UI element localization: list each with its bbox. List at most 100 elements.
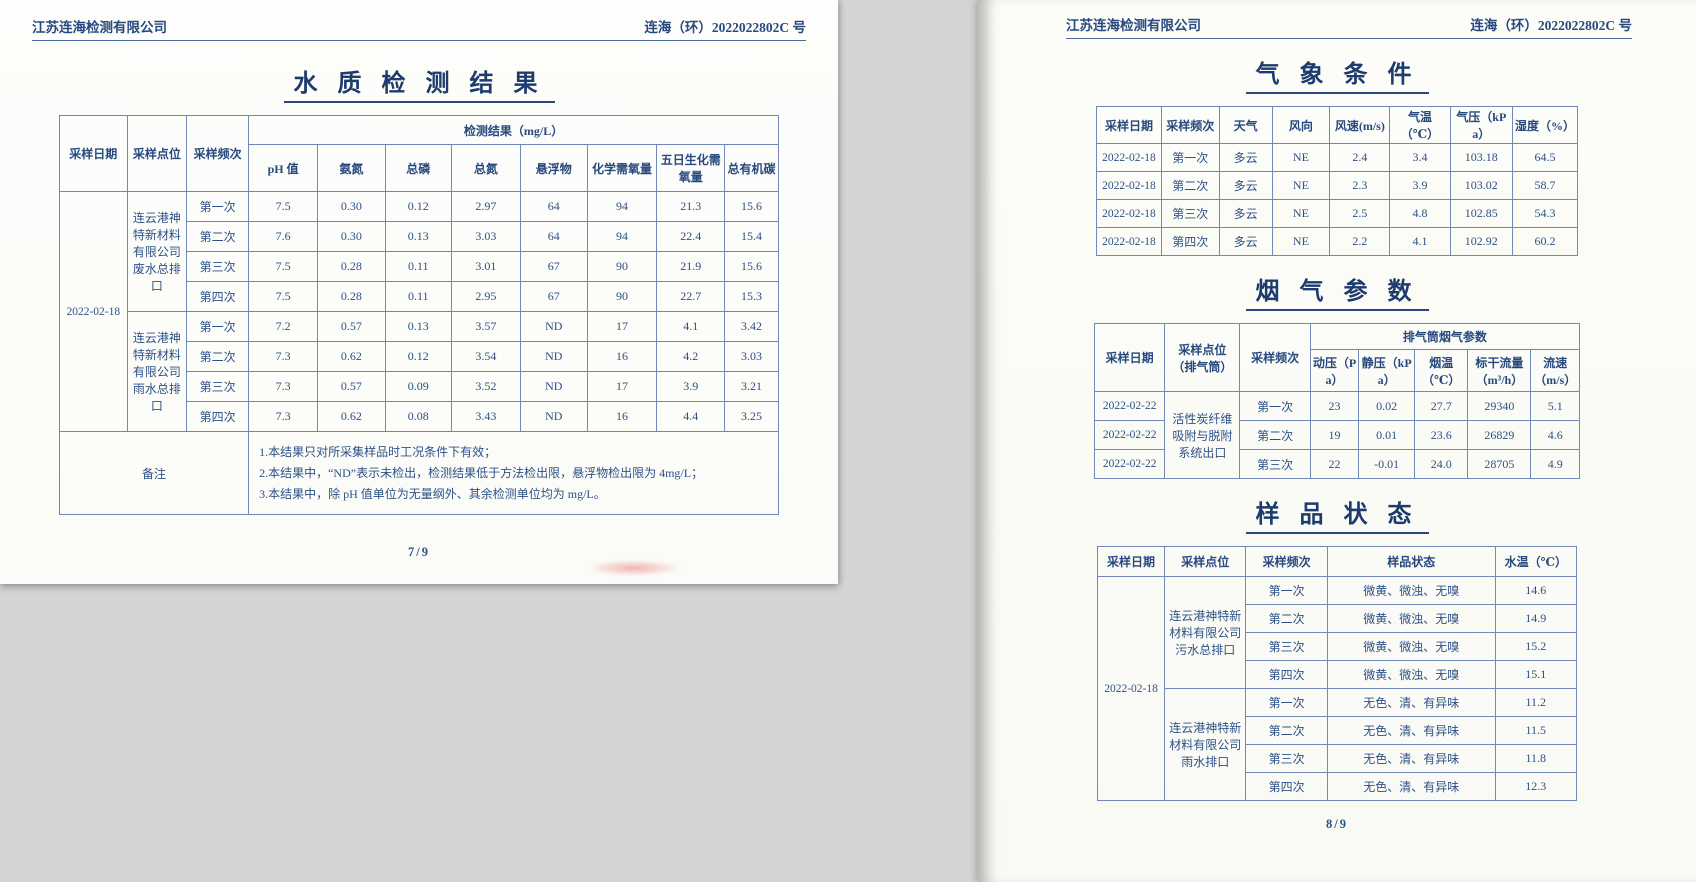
value-cell: 无色、清、有异味: [1326, 688, 1496, 717]
value-cell: 7.2: [248, 311, 319, 342]
header-cell: 采样频次: [1245, 546, 1328, 577]
table-row: 第四次 7.3 0.62 0.08 3.43 ND 16 4.4 3.25: [60, 401, 779, 432]
value-cell: 0.28: [317, 281, 386, 312]
value-cell: 微黄、微浊、无嗅: [1326, 576, 1496, 605]
freq-cell: 第四次: [186, 401, 250, 432]
date-cell: 2022-02-18: [1096, 576, 1166, 801]
table-row: 第四次 无色、清、有异味 12.3: [1098, 772, 1578, 801]
freq-cell: 第二次: [1245, 604, 1328, 633]
value-cell: 0.12: [384, 341, 452, 372]
table-row: 第四次 7.5 0.28 0.11 2.95 67 90 22.7 15.3: [60, 281, 779, 312]
value-cell: 多云: [1218, 171, 1273, 200]
value-cell: 3.42: [724, 311, 779, 342]
freq-cell: 第一次: [1245, 576, 1328, 605]
table-row: 第三次 7.3 0.57 0.09 3.52 ND 17 3.9 3.21: [60, 371, 779, 402]
remark-line: 1.本结果只对所采集样品时工况条件下有效；: [259, 444, 497, 459]
value-cell: ND: [519, 311, 588, 342]
weather-section-title: 气 象 条 件: [1245, 54, 1429, 94]
value-cell: 7.3: [248, 401, 319, 432]
section-title-wrap: 气 象 条 件: [978, 54, 1696, 94]
date-cell: 2022-02-18: [1096, 143, 1162, 172]
table-row: 2022-02-22 活性炭纤维吸附与脱附系统出口 第一次 23 0.02 27…: [1093, 391, 1580, 479]
value-cell: 15.6: [724, 191, 779, 222]
value-cell: 微黄、微浊、无嗅: [1326, 604, 1496, 633]
page-title-wrap: 水 质 检 测 结 果: [0, 63, 838, 103]
value-cell: 3.01: [450, 251, 521, 282]
value-cell: 67: [519, 251, 588, 282]
remark-line: 3.本结果中，除 pH 值单位为无量纲外、其余检测单位均为 mg/L。: [259, 486, 606, 501]
value-cell: 5.1: [1530, 391, 1580, 421]
value-cell: 0.57: [317, 371, 386, 402]
header-cell: 采样频次: [1160, 106, 1220, 144]
value-cell: 0.30: [317, 191, 386, 222]
value-cell: 90: [586, 281, 658, 312]
remark-label-cell: 备注: [58, 431, 250, 515]
page-header: 江苏连海检测有限公司 连海（环）2022022802C 号: [32, 16, 806, 41]
page-title: 水 质 检 测 结 果: [283, 63, 555, 103]
header-cell: 总氮: [450, 144, 521, 192]
header-cell: 天气: [1218, 106, 1273, 144]
site-cell: 连云港神特新材料有限公司雨水排口: [1164, 688, 1247, 801]
value-cell: 17: [586, 371, 658, 402]
freq-cell: 第一次: [1239, 391, 1311, 421]
value-cell: 0.09: [384, 371, 452, 402]
report-page-left: 江苏连海检测有限公司 连海（环）2022022802C 号 水 质 检 测 结 …: [0, 0, 838, 584]
freq-cell: 第四次: [1245, 772, 1328, 801]
value-cell: 94: [586, 221, 658, 252]
company-name: 江苏连海检测有限公司: [1066, 18, 1201, 33]
group-header-cell: 排气筒烟气参数: [1309, 323, 1581, 350]
value-cell: 15.2: [1494, 632, 1578, 661]
value-cell: 102.85: [1449, 199, 1514, 228]
site-cell: 连云港神特新材料有限公司废水总排口: [126, 191, 188, 312]
date-cell: 2022-02-22: [1093, 391, 1166, 421]
value-cell: 60.2: [1512, 227, 1578, 256]
header-cell: 采样频次: [1239, 323, 1311, 392]
value-cell: 16: [586, 401, 658, 432]
page-header: 江苏连海检测有限公司 连海（环）2022022802C 号: [1066, 14, 1632, 39]
value-cell: 15.6: [724, 251, 779, 282]
value-cell: ND: [519, 371, 588, 402]
header-cell: 标干流量（m³/h）: [1467, 349, 1532, 392]
value-cell: 22.7: [656, 281, 725, 312]
value-cell: 0.08: [384, 401, 452, 432]
value-cell: ND: [519, 341, 588, 372]
value-cell: 11.8: [1494, 744, 1578, 773]
table-row: 采样日期 采样点位（排气筒） 采样频次 排气筒烟气参数: [1093, 323, 1581, 392]
header-cell: 动压（Pa）: [1309, 349, 1360, 392]
value-cell: 7.5: [248, 251, 319, 282]
sample-status-section-title: 样 品 状 态: [1245, 494, 1429, 534]
header-cell: 样品状态: [1326, 546, 1496, 577]
value-cell: 23.6: [1414, 420, 1469, 450]
value-cell: 94: [586, 191, 658, 222]
freq-cell: 第二次: [186, 341, 250, 372]
freq-cell: 第二次: [1239, 420, 1311, 450]
value-cell: 3.57: [450, 311, 521, 342]
header-cell: pH 值: [248, 144, 319, 192]
header-cell: 总磷: [384, 144, 452, 192]
value-cell: 102.92: [1449, 227, 1514, 256]
value-cell: 4.4: [656, 401, 725, 432]
value-cell: NE: [1271, 143, 1331, 172]
date-cell: 2022-02-18: [1096, 199, 1162, 228]
date-cell: 2022-02-22: [1093, 449, 1166, 479]
value-cell: 11.2: [1494, 688, 1578, 717]
date-cell: 2022-02-18: [59, 191, 128, 432]
header-cell: 烟温（℃）: [1414, 349, 1469, 392]
header-cell: 水温（℃）: [1494, 546, 1578, 577]
value-cell: 3.21: [724, 371, 779, 402]
value-cell: 0.62: [317, 401, 386, 432]
value-cell: 2.95: [450, 281, 521, 312]
table-row: 连云港神特新材料有限公司雨水排口 第一次 无色、清、有异味 11.2: [1098, 688, 1578, 801]
value-cell: 无色、清、有异味: [1326, 744, 1496, 773]
value-cell: 4.2: [656, 341, 725, 372]
freq-cell: 第三次: [186, 371, 250, 402]
value-cell: 64: [519, 191, 588, 222]
value-cell: 3.52: [450, 371, 521, 402]
value-cell: ND: [519, 401, 588, 432]
value-cell: 90: [586, 251, 658, 282]
site-cell: 连云港神特新材料有限公司雨水总排口: [126, 311, 188, 432]
freq-cell: 第四次: [1245, 660, 1328, 689]
freq-cell: 第二次: [186, 221, 250, 252]
value-cell: -0.01: [1358, 449, 1416, 479]
section-title-wrap: 样 品 状 态: [978, 494, 1696, 534]
